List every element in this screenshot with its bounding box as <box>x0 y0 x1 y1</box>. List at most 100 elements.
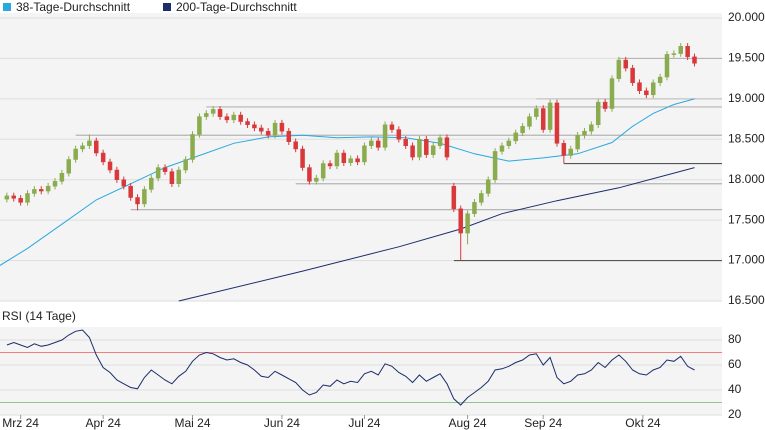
candle-body <box>149 177 154 190</box>
candle-body <box>637 82 642 92</box>
candle-body <box>348 158 353 163</box>
candle-body <box>217 109 223 117</box>
candle-body <box>527 116 532 127</box>
candle-body <box>644 90 649 96</box>
candle-body <box>300 148 305 168</box>
candle-body <box>231 114 237 121</box>
candle-body <box>472 202 477 214</box>
candle-body <box>671 53 677 55</box>
candle-body <box>375 140 381 148</box>
candle-body <box>327 163 333 167</box>
legend-label: 200-Tage-Durchschnitt <box>176 0 297 14</box>
y-tick-label: 20 <box>728 407 742 421</box>
candle-body <box>169 171 175 185</box>
candle-body <box>66 159 72 174</box>
x-tick-label: Mai 24 <box>175 416 211 430</box>
candle-body <box>94 140 99 154</box>
rsi-title: RSI (14 Tage) <box>2 309 76 323</box>
candle-body <box>534 108 539 117</box>
candle-body <box>389 124 395 130</box>
candle-body <box>45 185 51 192</box>
y-tick-label: 19.500 <box>728 51 765 65</box>
candle-body <box>582 130 587 136</box>
candle-body <box>259 127 264 132</box>
candle-body <box>197 116 202 135</box>
candle-body <box>210 109 216 114</box>
candle-body <box>623 59 628 69</box>
candle-body <box>224 116 230 121</box>
candle-body <box>286 130 292 142</box>
candle-body <box>272 122 278 136</box>
candle-body <box>520 126 525 134</box>
candle-body <box>252 124 257 129</box>
candle-body <box>437 137 443 147</box>
candle-body <box>678 46 683 54</box>
candle-body <box>162 167 168 172</box>
candle-body <box>692 56 697 64</box>
legend-label: 38-Tage-Durchschnitt <box>16 0 131 14</box>
candle-body <box>458 208 463 234</box>
candle-body <box>589 124 594 132</box>
y-tick-label: 17.000 <box>728 253 765 267</box>
candle-body <box>11 195 17 199</box>
candle-body <box>190 134 195 160</box>
candle-body <box>575 134 580 150</box>
candle-body <box>382 124 388 148</box>
candle-body <box>52 181 58 187</box>
candle-body <box>362 145 367 163</box>
candle-body <box>609 78 615 109</box>
moving-average <box>0 98 695 266</box>
x-tick-label: Mrz 24 <box>2 416 39 430</box>
candle-body <box>320 163 326 179</box>
candle-body <box>499 145 505 152</box>
candle-body <box>121 179 127 187</box>
candle-body <box>650 82 656 96</box>
candle-body <box>107 161 113 171</box>
y-tick-label: 19.000 <box>728 91 765 105</box>
x-tick-label: Aug 24 <box>449 416 487 430</box>
candle-body <box>430 145 436 155</box>
candle-body <box>664 54 670 78</box>
candle-body <box>417 139 422 158</box>
legend-swatch <box>163 3 171 11</box>
candle-body <box>492 151 498 180</box>
y-tick-label: 18.000 <box>728 172 765 186</box>
candle-body <box>100 152 106 163</box>
candle-body <box>685 46 690 58</box>
candle-body <box>396 129 402 140</box>
y-tick-label: 18.500 <box>728 131 765 145</box>
candle-body <box>506 140 512 147</box>
candle-body <box>128 185 133 198</box>
moving-average <box>178 167 695 302</box>
candle-body <box>176 169 182 185</box>
y-tick-label: 60 <box>728 357 742 371</box>
y-tick-label: 40 <box>728 382 742 396</box>
candle-body <box>410 145 415 158</box>
candle-body <box>80 145 85 150</box>
candle-body <box>114 169 120 180</box>
candle-body <box>657 76 663 83</box>
rsi-plot-bg <box>0 327 722 415</box>
candle-body <box>595 101 601 125</box>
candle-body <box>554 102 560 144</box>
candle-body <box>39 189 44 192</box>
candle-body <box>183 159 188 171</box>
x-tick-label: Jul 24 <box>348 416 380 430</box>
candle-body <box>568 148 573 156</box>
candle-body <box>355 158 360 163</box>
legend-swatch <box>3 3 11 11</box>
candle-body <box>142 189 147 205</box>
candle-body <box>155 167 161 179</box>
candle-body <box>293 141 298 150</box>
x-tick-label: Apr 24 <box>85 416 121 430</box>
candle-body <box>135 197 140 205</box>
candle-body <box>4 195 10 200</box>
candle-body <box>547 102 553 130</box>
x-tick-label: Okt 24 <box>625 416 661 430</box>
candle-body <box>444 137 450 158</box>
candle-body <box>479 193 484 203</box>
x-tick-label: Sep 24 <box>524 416 562 430</box>
candle-body <box>424 139 429 155</box>
candle-body <box>87 140 92 147</box>
